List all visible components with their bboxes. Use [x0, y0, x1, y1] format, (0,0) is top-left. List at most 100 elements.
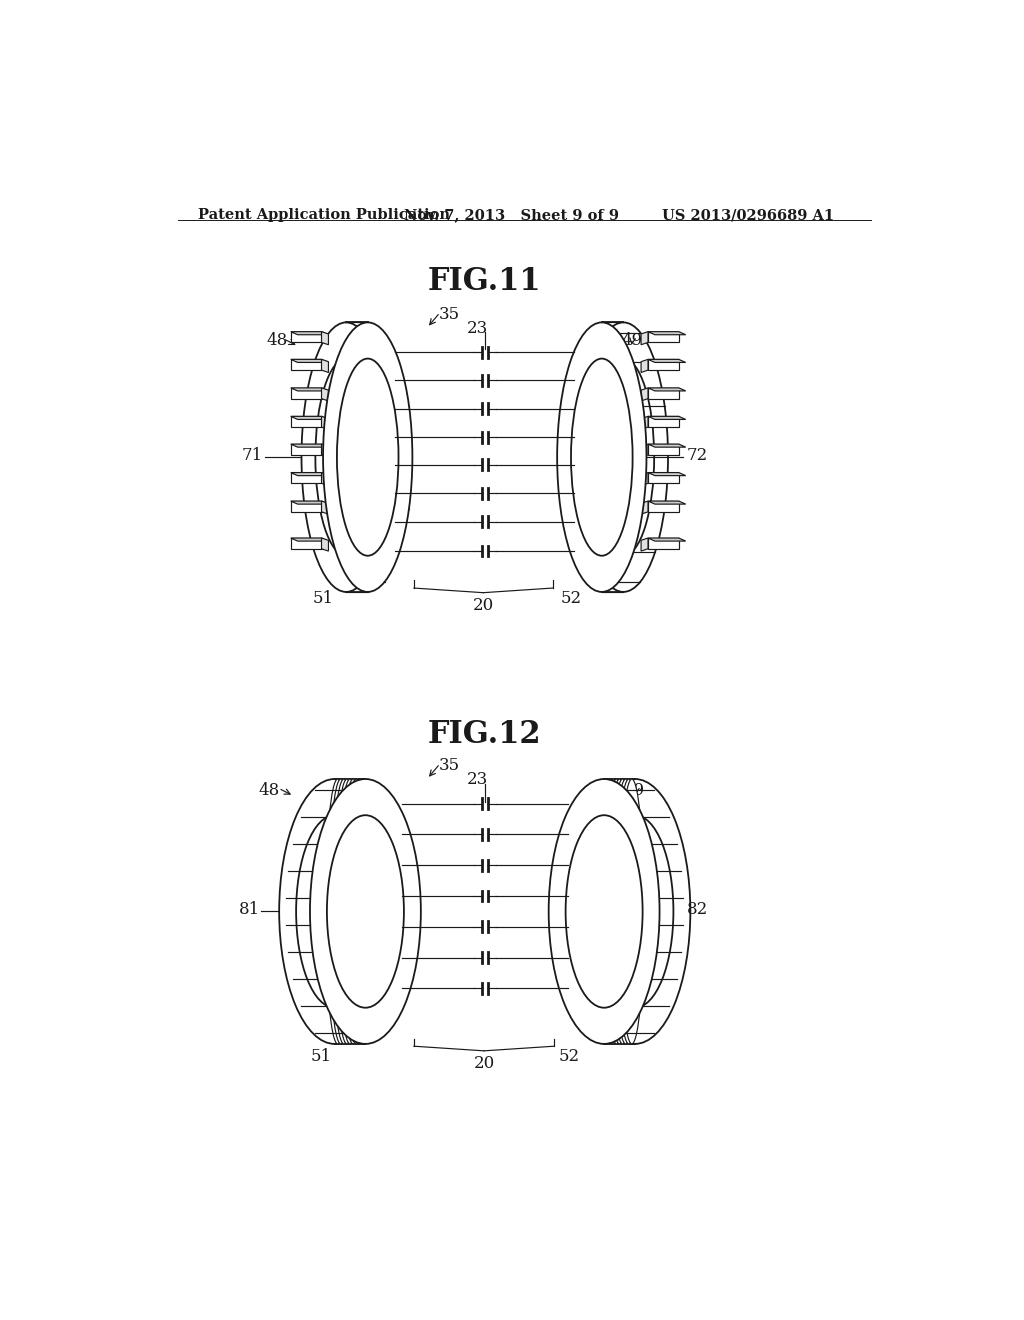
- Polygon shape: [648, 444, 679, 455]
- Ellipse shape: [301, 322, 391, 591]
- Text: 52: 52: [560, 590, 582, 607]
- Text: 49: 49: [622, 333, 643, 350]
- Text: US 2013/0296689 A1: US 2013/0296689 A1: [662, 209, 834, 223]
- Text: 81: 81: [239, 900, 260, 917]
- Polygon shape: [291, 502, 329, 504]
- Ellipse shape: [571, 359, 633, 556]
- Polygon shape: [648, 359, 686, 363]
- Polygon shape: [648, 539, 686, 541]
- Polygon shape: [641, 473, 648, 486]
- Text: Nov. 7, 2013   Sheet 9 of 9: Nov. 7, 2013 Sheet 9 of 9: [403, 209, 618, 223]
- Polygon shape: [322, 359, 329, 372]
- Ellipse shape: [549, 779, 659, 1044]
- Polygon shape: [322, 539, 329, 552]
- Polygon shape: [291, 331, 322, 342]
- Ellipse shape: [580, 779, 690, 1044]
- Ellipse shape: [598, 779, 623, 1044]
- Polygon shape: [291, 359, 322, 370]
- Text: 20: 20: [473, 1056, 495, 1072]
- Ellipse shape: [326, 779, 350, 1044]
- Ellipse shape: [610, 779, 635, 1044]
- Ellipse shape: [327, 816, 403, 1007]
- Text: 52: 52: [559, 1048, 580, 1065]
- Ellipse shape: [310, 779, 421, 1044]
- Polygon shape: [322, 388, 329, 401]
- Polygon shape: [291, 388, 329, 391]
- Polygon shape: [641, 388, 648, 401]
- Text: 51: 51: [311, 1048, 332, 1065]
- Polygon shape: [648, 359, 679, 370]
- Text: 48: 48: [267, 333, 288, 350]
- Polygon shape: [291, 331, 329, 335]
- Ellipse shape: [350, 779, 375, 1044]
- Polygon shape: [641, 359, 648, 372]
- Text: 49: 49: [624, 781, 644, 799]
- Ellipse shape: [315, 359, 377, 556]
- Polygon shape: [291, 388, 322, 399]
- Ellipse shape: [613, 779, 638, 1044]
- Polygon shape: [291, 359, 329, 363]
- Ellipse shape: [607, 779, 632, 1044]
- Ellipse shape: [323, 322, 413, 591]
- Polygon shape: [641, 539, 648, 552]
- Polygon shape: [291, 539, 322, 549]
- Ellipse shape: [565, 816, 643, 1007]
- Polygon shape: [648, 416, 686, 420]
- Polygon shape: [291, 416, 329, 420]
- Ellipse shape: [579, 322, 668, 591]
- Polygon shape: [291, 416, 322, 428]
- Polygon shape: [641, 444, 648, 457]
- Text: 51: 51: [312, 590, 334, 607]
- Polygon shape: [322, 473, 329, 486]
- Polygon shape: [641, 502, 648, 515]
- Ellipse shape: [593, 359, 654, 556]
- Ellipse shape: [595, 779, 620, 1044]
- Text: 35: 35: [438, 306, 460, 323]
- Ellipse shape: [337, 359, 398, 556]
- Ellipse shape: [347, 779, 372, 1044]
- Polygon shape: [648, 502, 686, 504]
- Text: 82: 82: [686, 900, 708, 917]
- Text: Patent Application Publication: Patent Application Publication: [199, 209, 451, 223]
- Polygon shape: [291, 473, 329, 475]
- Text: 23: 23: [467, 321, 487, 337]
- Ellipse shape: [344, 779, 369, 1044]
- Ellipse shape: [280, 779, 390, 1044]
- Polygon shape: [648, 388, 686, 391]
- Polygon shape: [322, 416, 329, 429]
- Polygon shape: [291, 502, 322, 512]
- Polygon shape: [648, 331, 679, 342]
- Polygon shape: [322, 502, 329, 515]
- Polygon shape: [648, 444, 686, 447]
- Ellipse shape: [332, 779, 356, 1044]
- Polygon shape: [648, 502, 679, 512]
- Ellipse shape: [329, 779, 353, 1044]
- Ellipse shape: [338, 779, 362, 1044]
- Polygon shape: [648, 539, 679, 549]
- Text: 72: 72: [686, 447, 708, 465]
- Text: FIG.11: FIG.11: [428, 267, 542, 297]
- Ellipse shape: [335, 779, 359, 1044]
- Polygon shape: [648, 331, 686, 335]
- Polygon shape: [648, 416, 679, 428]
- Ellipse shape: [557, 322, 646, 591]
- Polygon shape: [648, 388, 679, 399]
- Polygon shape: [291, 444, 322, 455]
- Polygon shape: [641, 416, 648, 429]
- Text: 71: 71: [242, 447, 263, 465]
- Ellipse shape: [601, 779, 626, 1044]
- Polygon shape: [291, 539, 329, 541]
- Text: 23: 23: [467, 771, 487, 788]
- Polygon shape: [322, 444, 329, 457]
- Text: 35: 35: [438, 758, 460, 775]
- Polygon shape: [291, 444, 329, 447]
- Polygon shape: [648, 473, 686, 475]
- Polygon shape: [291, 473, 322, 483]
- Ellipse shape: [596, 816, 674, 1007]
- Polygon shape: [322, 331, 329, 345]
- Ellipse shape: [616, 779, 641, 1044]
- Text: 20: 20: [473, 598, 494, 614]
- Polygon shape: [648, 473, 679, 483]
- Text: 48: 48: [258, 781, 280, 799]
- Polygon shape: [641, 331, 648, 345]
